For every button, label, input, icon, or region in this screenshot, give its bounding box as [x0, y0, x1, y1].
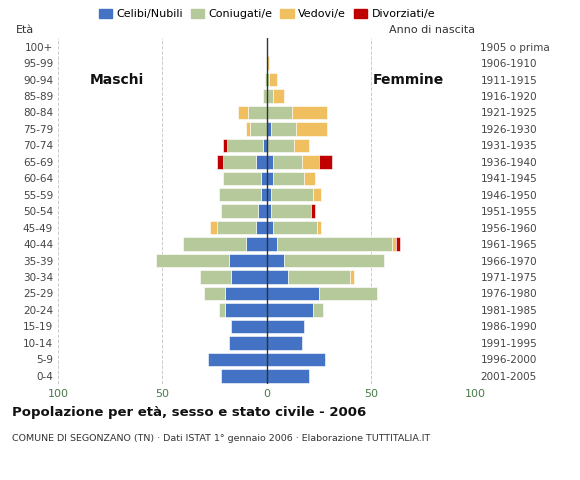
Bar — [267, 106, 292, 119]
Bar — [183, 238, 246, 251]
Bar — [273, 171, 305, 185]
Text: Femmine: Femmine — [373, 72, 444, 86]
Bar — [269, 73, 277, 86]
Bar — [248, 106, 267, 119]
Bar — [263, 139, 267, 152]
Bar — [217, 155, 223, 168]
Bar — [311, 204, 315, 218]
Text: Popolazione per età, sesso e stato civile - 2006: Popolazione per età, sesso e stato civil… — [12, 406, 366, 419]
Bar — [267, 238, 277, 251]
Bar — [273, 155, 302, 168]
Text: Età: Età — [16, 25, 34, 35]
Bar — [296, 122, 327, 136]
Bar — [267, 89, 273, 103]
Bar — [304, 171, 315, 185]
Bar — [294, 139, 309, 152]
Bar — [223, 155, 256, 168]
Legend: Celibi/Nubili, Coniugati/e, Vedovi/e, Divorziati/e: Celibi/Nubili, Coniugati/e, Vedovi/e, Di… — [94, 4, 440, 24]
Bar — [267, 336, 302, 349]
Bar — [267, 369, 309, 383]
Bar — [267, 139, 294, 152]
Bar — [246, 122, 250, 136]
Bar — [267, 155, 273, 168]
Bar — [223, 171, 260, 185]
Bar — [221, 204, 259, 218]
Bar — [271, 204, 311, 218]
Bar — [284, 254, 384, 267]
Bar — [238, 106, 248, 119]
Bar — [288, 270, 350, 284]
Bar — [267, 287, 319, 300]
Bar — [267, 221, 273, 234]
Bar — [267, 122, 271, 136]
Bar — [229, 254, 267, 267]
Bar — [267, 188, 271, 202]
Bar — [219, 303, 225, 317]
Bar — [256, 221, 267, 234]
Bar — [264, 73, 267, 86]
Bar — [392, 238, 396, 251]
Bar — [267, 353, 325, 366]
Bar — [350, 270, 354, 284]
Bar — [267, 254, 284, 267]
Bar — [208, 353, 267, 366]
Bar — [156, 254, 229, 267]
Bar — [231, 270, 267, 284]
Bar — [313, 303, 323, 317]
Bar — [260, 188, 267, 202]
Bar — [219, 188, 260, 202]
Bar — [231, 320, 267, 333]
Bar — [292, 106, 327, 119]
Bar — [317, 221, 321, 234]
Bar — [259, 204, 267, 218]
Bar — [271, 188, 313, 202]
Bar — [250, 122, 267, 136]
Bar — [277, 238, 392, 251]
Text: Anno di nascita: Anno di nascita — [390, 25, 476, 35]
Bar — [273, 89, 284, 103]
Bar — [267, 73, 269, 86]
Bar — [267, 56, 269, 70]
Bar — [313, 188, 321, 202]
Bar — [211, 221, 217, 234]
Bar — [225, 287, 267, 300]
Bar — [319, 155, 332, 168]
Bar — [256, 155, 267, 168]
Bar — [221, 369, 267, 383]
Bar — [267, 303, 313, 317]
Bar — [267, 204, 271, 218]
Text: COMUNE DI SEGONZANO (TN) · Dati ISTAT 1° gennaio 2006 · Elaborazione TUTTITALIA.: COMUNE DI SEGONZANO (TN) · Dati ISTAT 1°… — [12, 434, 430, 444]
Bar — [396, 238, 400, 251]
Bar — [225, 303, 267, 317]
Bar — [223, 139, 227, 152]
Bar — [271, 122, 296, 136]
Bar — [319, 287, 378, 300]
Bar — [302, 155, 319, 168]
Bar — [267, 270, 288, 284]
Bar — [227, 139, 263, 152]
Bar — [267, 320, 304, 333]
Bar — [200, 270, 231, 284]
Bar — [267, 171, 273, 185]
Bar — [260, 171, 267, 185]
Bar — [273, 221, 317, 234]
Bar — [229, 336, 267, 349]
Bar — [217, 221, 256, 234]
Bar — [263, 89, 267, 103]
Bar — [246, 238, 267, 251]
Bar — [204, 287, 225, 300]
Text: Maschi: Maschi — [89, 72, 144, 86]
